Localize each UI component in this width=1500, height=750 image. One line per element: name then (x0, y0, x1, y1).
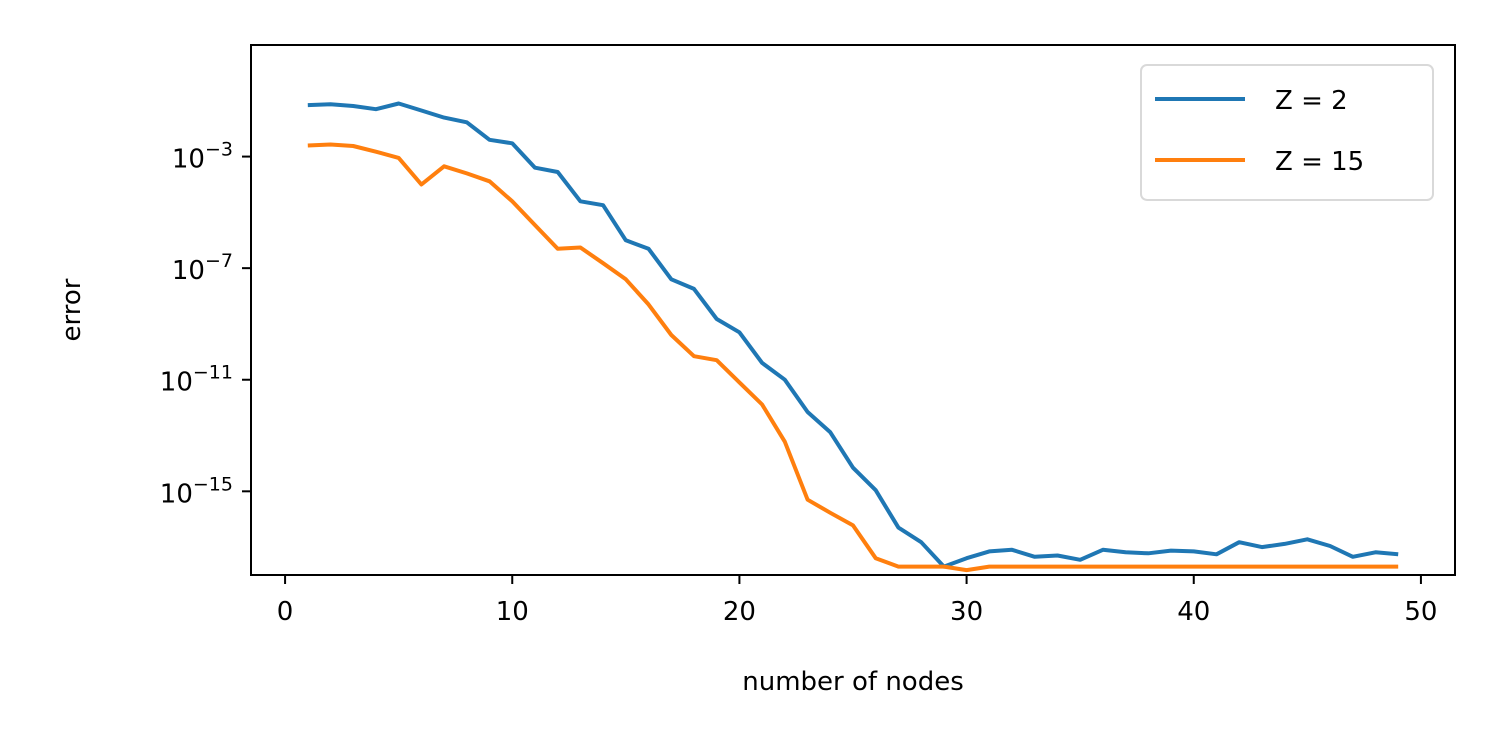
x-tick-label: 40 (1177, 597, 1210, 627)
legend-label-z15: Z = 15 (1275, 147, 1364, 177)
y-axis-label: error (57, 278, 87, 341)
x-tick-label: 50 (1404, 597, 1437, 627)
series-layer (307, 101, 1399, 573)
x-tick-label: 30 (950, 597, 983, 627)
x-tick-label: 20 (723, 597, 756, 627)
plot-frame (250, 44, 1456, 576)
legend: Z = 2 Z = 15 (1140, 64, 1434, 201)
y-tick-label: 10−11 (160, 362, 233, 398)
y-tick-label: 10−3 (172, 139, 233, 175)
y-axis-ticks: 10−15 10−11 10−7 10−3 (160, 139, 251, 509)
x-tick-label: 0 (277, 597, 294, 627)
series-line-z2 (307, 101, 1399, 569)
y-tick-label: 10−15 (160, 473, 233, 509)
series-line-z15 (307, 142, 1399, 573)
x-tick-label: 10 (496, 597, 529, 627)
y-tick-label: 10−7 (172, 250, 233, 286)
legend-label-z2: Z = 2 (1275, 86, 1348, 116)
x-axis-ticks: 0 10 20 30 40 50 (277, 575, 1437, 627)
x-axis-label: number of nodes (742, 667, 964, 697)
